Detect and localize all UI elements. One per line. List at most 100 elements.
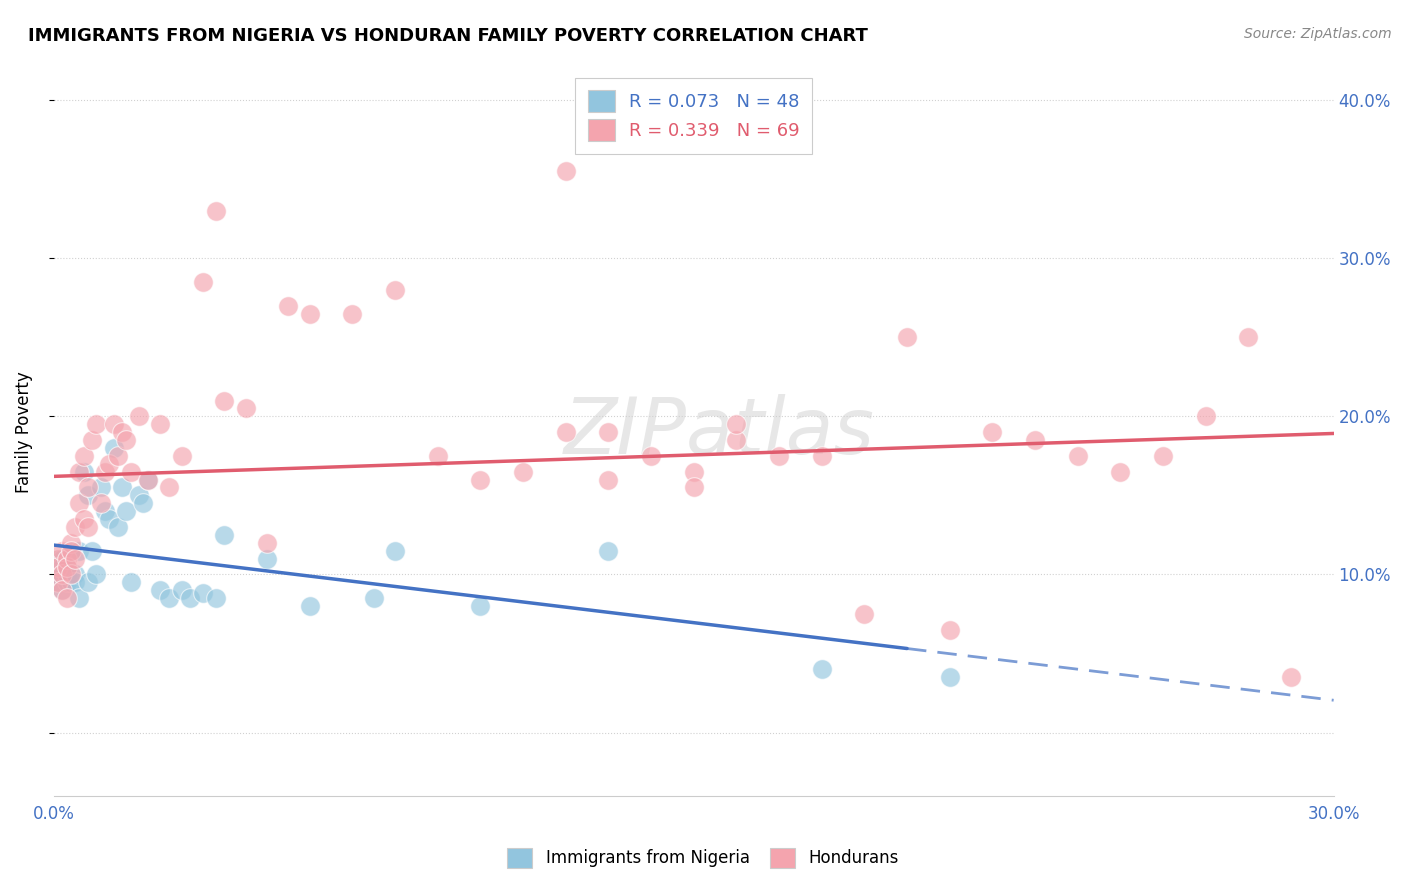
Point xyxy=(55,559,77,574)
Point xyxy=(640,449,662,463)
Point xyxy=(554,425,576,439)
Point xyxy=(1279,670,1302,684)
Point xyxy=(205,591,228,606)
Point xyxy=(1152,449,1174,463)
Text: IMMIGRANTS FROM NIGERIA VS HONDURAN FAMILY POVERTY CORRELATION CHART: IMMIGRANTS FROM NIGERIA VS HONDURAN FAMI… xyxy=(28,27,868,45)
Point xyxy=(90,480,112,494)
Point xyxy=(67,465,90,479)
Point xyxy=(157,591,180,606)
Y-axis label: Family Poverty: Family Poverty xyxy=(15,371,32,493)
Point xyxy=(73,465,96,479)
Point xyxy=(682,465,704,479)
Text: Source: ZipAtlas.com: Source: ZipAtlas.com xyxy=(1244,27,1392,41)
Point xyxy=(810,449,832,463)
Point xyxy=(55,567,77,582)
Point xyxy=(107,449,129,463)
Point xyxy=(51,559,73,574)
Point xyxy=(63,567,86,582)
Point xyxy=(1195,409,1218,424)
Point xyxy=(725,433,748,447)
Point xyxy=(132,496,155,510)
Point xyxy=(103,417,125,432)
Point xyxy=(277,299,299,313)
Point xyxy=(111,480,134,494)
Point xyxy=(51,551,73,566)
Point xyxy=(103,441,125,455)
Point xyxy=(725,417,748,432)
Point xyxy=(938,623,960,637)
Point xyxy=(67,591,90,606)
Point xyxy=(51,567,73,582)
Point xyxy=(115,504,138,518)
Point xyxy=(55,559,77,574)
Point xyxy=(598,425,620,439)
Text: ZIPatlas: ZIPatlas xyxy=(564,394,875,470)
Point xyxy=(191,586,214,600)
Point xyxy=(384,283,406,297)
Point xyxy=(149,583,172,598)
Point xyxy=(82,543,104,558)
Point xyxy=(426,449,449,463)
Point xyxy=(77,520,100,534)
Point xyxy=(136,473,159,487)
Point xyxy=(55,551,77,566)
Point xyxy=(768,449,790,463)
Point xyxy=(235,401,257,416)
Point xyxy=(51,543,73,558)
Point xyxy=(1237,330,1260,344)
Point xyxy=(67,543,90,558)
Point xyxy=(63,551,86,566)
Point xyxy=(46,559,69,574)
Legend: Immigrants from Nigeria, Hondurans: Immigrants from Nigeria, Hondurans xyxy=(501,841,905,875)
Point xyxy=(120,575,142,590)
Point xyxy=(136,473,159,487)
Point xyxy=(86,417,108,432)
Point xyxy=(115,433,138,447)
Point xyxy=(384,543,406,558)
Legend: R = 0.073   N = 48, R = 0.339   N = 69: R = 0.073 N = 48, R = 0.339 N = 69 xyxy=(575,78,813,154)
Point xyxy=(46,567,69,582)
Point xyxy=(59,575,82,590)
Point xyxy=(512,465,534,479)
Point xyxy=(598,543,620,558)
Point xyxy=(120,465,142,479)
Point xyxy=(46,559,69,574)
Point xyxy=(981,425,1004,439)
Point xyxy=(98,512,121,526)
Point xyxy=(94,504,117,518)
Point xyxy=(82,433,104,447)
Point xyxy=(342,307,364,321)
Point xyxy=(256,536,278,550)
Point xyxy=(59,536,82,550)
Point xyxy=(128,488,150,502)
Point xyxy=(214,528,236,542)
Point xyxy=(98,457,121,471)
Point xyxy=(170,583,193,598)
Point xyxy=(51,567,73,582)
Point xyxy=(896,330,918,344)
Point xyxy=(77,480,100,494)
Point xyxy=(94,465,117,479)
Point xyxy=(55,591,77,606)
Point xyxy=(59,543,82,558)
Point xyxy=(63,575,86,590)
Point xyxy=(86,567,108,582)
Point xyxy=(1066,449,1088,463)
Point xyxy=(67,496,90,510)
Point xyxy=(938,670,960,684)
Point xyxy=(59,567,82,582)
Point xyxy=(73,449,96,463)
Point xyxy=(298,307,321,321)
Point xyxy=(111,425,134,439)
Point xyxy=(470,599,492,613)
Point xyxy=(157,480,180,494)
Point xyxy=(55,575,77,590)
Point xyxy=(256,551,278,566)
Point xyxy=(298,599,321,613)
Point xyxy=(170,449,193,463)
Point xyxy=(51,583,73,598)
Point xyxy=(470,473,492,487)
Point xyxy=(1024,433,1046,447)
Point xyxy=(73,512,96,526)
Point xyxy=(598,473,620,487)
